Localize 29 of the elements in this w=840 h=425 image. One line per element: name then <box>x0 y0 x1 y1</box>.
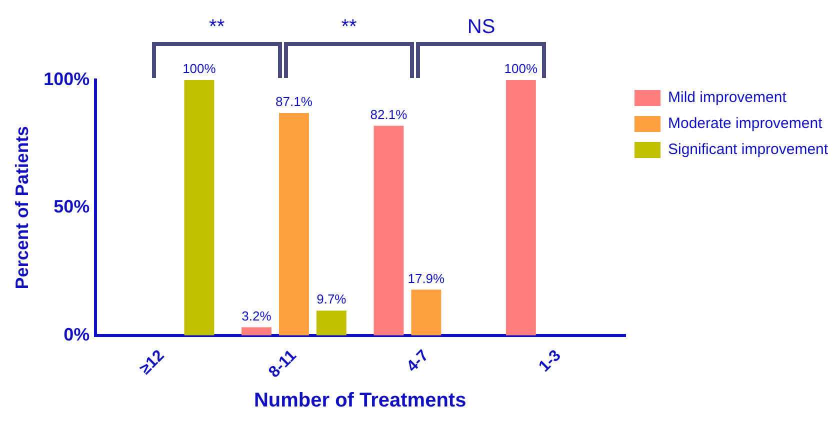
y-axis-title: Percent of Patients <box>12 126 32 290</box>
text: NS <box>466 16 496 39</box>
data-label: 9.7% <box>316 292 347 307</box>
data-label: 100% <box>504 61 538 76</box>
bar <box>506 80 536 336</box>
y-tick-label: 50% <box>54 196 90 217</box>
data-label: 82.1% <box>370 106 408 122</box>
x-tick-label: 1-3 <box>536 347 564 376</box>
text: ** <box>340 16 358 39</box>
data-label: 87.1% <box>276 94 313 110</box>
x-tick-label: 4-7 <box>404 347 432 376</box>
y-tick-label: 100% <box>44 68 90 89</box>
bar <box>374 126 404 336</box>
bar <box>242 327 272 336</box>
text: ** <box>208 16 226 39</box>
data-label: 17.9% <box>408 270 446 286</box>
y-tick-label: 0% <box>64 324 90 344</box>
x-tick-label: 8-11 <box>266 347 300 382</box>
x-axis-title: Number of Treatments <box>254 390 466 412</box>
bar <box>278 112 309 336</box>
data-label: 3.2% <box>242 308 272 324</box>
bar <box>411 290 442 336</box>
data-label: 100% <box>182 61 216 76</box>
legend-label: Moderate improvement <box>668 115 824 132</box>
x-tick-label: ≥12 <box>136 347 168 378</box>
bar <box>184 80 214 336</box>
legend-label: Significant improvement <box>668 141 829 158</box>
legend-label: Mild improvement <box>668 89 788 106</box>
bar <box>316 310 346 336</box>
